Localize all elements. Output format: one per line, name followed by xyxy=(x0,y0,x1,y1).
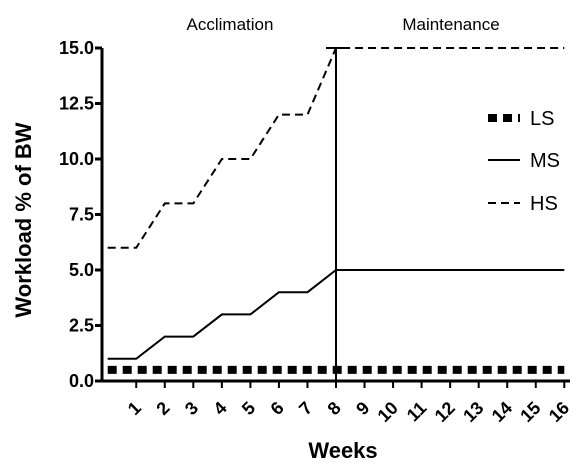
x-tick-label: 14 xyxy=(488,398,516,426)
x-tick-label: 3 xyxy=(181,398,202,419)
y-tick-label: 10.0 xyxy=(59,149,94,169)
y-tick-label: 2.5 xyxy=(69,316,94,336)
phase-label-acclimation: Acclimation xyxy=(187,15,274,34)
x-tick-label: 2 xyxy=(152,398,173,419)
x-tick-label: 12 xyxy=(431,398,459,426)
y-tick-label: 12.5 xyxy=(59,94,94,114)
series-line-ms xyxy=(107,269,565,360)
x-tick-label: 1 xyxy=(124,398,145,419)
x-tick-label: 13 xyxy=(459,398,487,426)
x-tick-label: 15 xyxy=(516,398,544,426)
x-tick-label: 7 xyxy=(295,398,316,419)
y-tick-label: 5.0 xyxy=(69,260,94,280)
labels-layer: Acclimation Maintenance Workload % of BW… xyxy=(11,15,500,463)
y-tick-label: 15.0 xyxy=(59,38,94,58)
series-line-hs xyxy=(107,47,565,249)
legend: LS MS HS xyxy=(488,108,560,215)
y-tick-label: 7.5 xyxy=(69,205,94,225)
legend-label-ms: MS xyxy=(530,150,560,172)
x-tick-label: 9 xyxy=(352,398,373,419)
x-tick-label: 11 xyxy=(403,398,431,426)
phase-label-maintenance: Maintenance xyxy=(402,15,499,34)
legend-label-ls: LS xyxy=(530,108,554,130)
y-axis-title: Workload % of BW xyxy=(11,122,36,317)
y-tick-label: 0.0 xyxy=(69,371,94,391)
x-tick-label: 4 xyxy=(209,398,230,419)
legend-label-hs: HS xyxy=(530,193,558,215)
x-tick-label: 10 xyxy=(374,398,402,426)
x-tick-label: 8 xyxy=(324,398,345,419)
x-axis-title: Weeks xyxy=(308,438,377,463)
x-tick-label: 5 xyxy=(238,398,259,419)
x-tick-label: 6 xyxy=(267,398,288,419)
x-tick-label: 16 xyxy=(545,398,573,426)
axes-layer xyxy=(100,47,570,383)
